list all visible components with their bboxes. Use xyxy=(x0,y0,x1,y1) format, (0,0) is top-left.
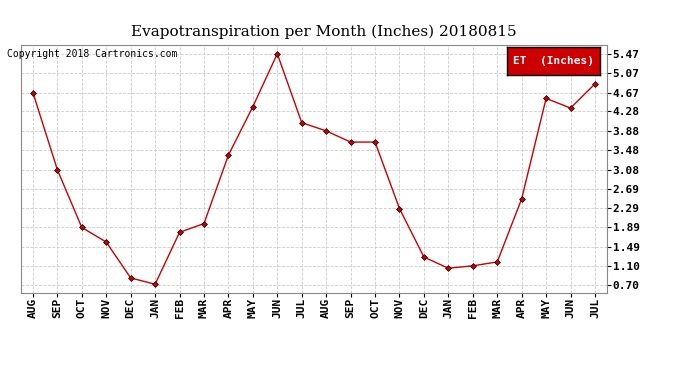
Text: Evapotranspiration per Month (Inches) 20180815: Evapotranspiration per Month (Inches) 20… xyxy=(132,24,517,39)
Text: Copyright 2018 Cartronics.com: Copyright 2018 Cartronics.com xyxy=(7,49,177,59)
Text: ET  (Inches): ET (Inches) xyxy=(513,56,594,66)
